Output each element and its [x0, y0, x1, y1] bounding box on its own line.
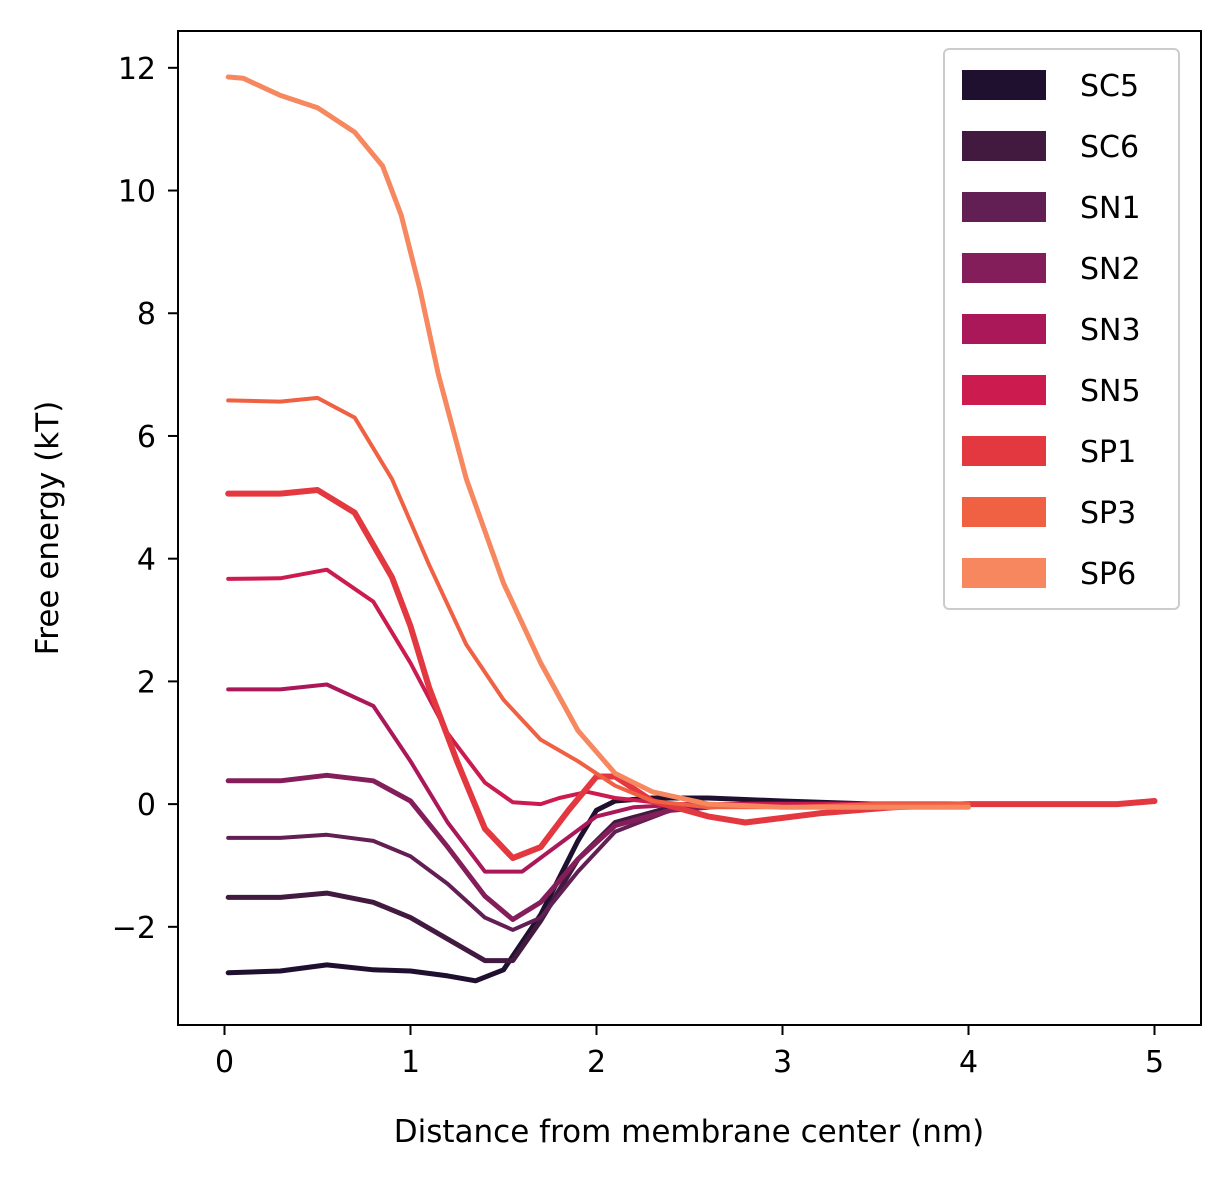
- legend-swatch-sp6: [962, 558, 1046, 588]
- plot-frame: [177, 30, 1202, 1026]
- y-tick-label: 4: [137, 543, 156, 578]
- y-tick-label: −2: [112, 911, 156, 946]
- legend-label-sn3: SN3: [1080, 313, 1141, 348]
- y-axis-ticks: −2 0 2 4 6 8 10 12: [112, 52, 178, 946]
- y-tick-label: 2: [137, 665, 156, 700]
- x-tick-label: 4: [959, 1045, 978, 1080]
- legend-label-sp3: SP3: [1080, 496, 1136, 531]
- legend-label-sp1: SP1: [1080, 435, 1136, 470]
- legend-label-sc5: SC5: [1080, 69, 1139, 104]
- legend-items: SC5 SC6 SN1 SN2 SN3 SN5 SP1 SP3 SP6: [962, 69, 1141, 592]
- legend-swatch-sn2: [962, 253, 1046, 283]
- y-tick-label: 0: [137, 788, 156, 823]
- x-axis-ticks: 0 1 2 3 4 5: [215, 1025, 1164, 1080]
- x-axis-label: Distance from membrane center (nm): [394, 1114, 984, 1150]
- series-line-sc6: [225, 801, 971, 964]
- series-line-sn1: [226, 802, 971, 932]
- x-tick-label: 3: [773, 1045, 792, 1080]
- x-tick-label: 5: [1145, 1045, 1164, 1080]
- legend-label-sn5: SN5: [1080, 374, 1141, 409]
- legend-label-sn2: SN2: [1080, 252, 1141, 287]
- legend-swatch-sn5: [962, 375, 1046, 405]
- legend-swatch-sc5: [962, 70, 1046, 100]
- y-tick-label: 12: [118, 52, 156, 87]
- legend-label-sn1: SN1: [1080, 191, 1141, 226]
- y-tick-label: 10: [118, 175, 156, 210]
- series-line-sp6: [225, 74, 971, 810]
- x-tick-label: 2: [587, 1045, 606, 1080]
- legend-swatch-sp3: [962, 497, 1046, 527]
- legend-swatch-sn1: [962, 192, 1046, 222]
- legend-label-sc6: SC6: [1080, 130, 1139, 165]
- legend-swatch-sc6: [962, 131, 1046, 161]
- legend-frame: [943, 48, 1180, 610]
- series-line-sc5: [225, 795, 971, 984]
- legend-label-sp6: SP6: [1080, 557, 1136, 592]
- x-tick-label: 1: [401, 1045, 420, 1080]
- x-tick-label: 0: [215, 1045, 234, 1080]
- legend: SC5 SC6 SN1 SN2 SN3 SN5 SP1 SP3 SP6: [943, 48, 1180, 610]
- series-line-sp3: [226, 395, 971, 810]
- y-axis-label: Free energy (kT): [30, 401, 66, 656]
- series-layer: [225, 74, 1158, 984]
- y-tick-label: 6: [137, 420, 156, 455]
- legend-swatch-sn3: [962, 314, 1046, 344]
- y-tick-label: 8: [137, 297, 156, 332]
- series-line-sn5: [226, 567, 971, 807]
- legend-swatch-sp1: [962, 436, 1046, 466]
